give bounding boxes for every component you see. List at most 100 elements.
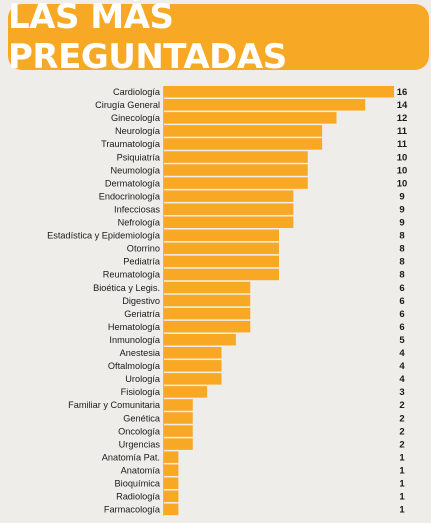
bar-anatomia-pat <box>164 451 179 463</box>
category-label-inmunologia: Inmunología <box>109 335 160 345</box>
category-label-urologia: Urología <box>125 374 161 384</box>
category-label-fisiologia: Fisiología <box>121 387 161 397</box>
category-label-reumatologia: Reumatología <box>103 270 161 280</box>
value-label-genetica: 2 <box>399 413 404 424</box>
bar-reumatologia <box>164 268 279 281</box>
value-label-hematologia: 6 <box>399 322 404 333</box>
value-label-neurologia: 11 <box>397 126 408 137</box>
bar-infecciosas <box>164 203 294 215</box>
category-label-bioquimica: Bioquímica <box>115 479 161 489</box>
value-label-endocrinologia: 9 <box>399 191 404 202</box>
value-label-urgencias: 2 <box>399 439 404 450</box>
category-label-cirugia-general: Cirugía General <box>95 100 160 110</box>
bar-oncologia <box>164 425 193 437</box>
value-label-farmacologia: 1 <box>399 505 405 516</box>
value-label-digestivo: 6 <box>399 296 404 307</box>
bar-cardiologia <box>164 86 394 98</box>
category-label-bioetica-y-legis: Bioética y Legis. <box>93 283 160 293</box>
category-label-anestesia: Anestesia <box>120 348 161 358</box>
value-label-oftalmologia: 4 <box>399 361 405 372</box>
value-label-cirugia-general: 14 <box>397 100 408 111</box>
value-label-nefrologia: 9 <box>399 218 404 229</box>
bar-digestivo <box>164 294 251 307</box>
bar-urgencias <box>164 438 193 450</box>
value-label-estadistica-y-epidemiologia: 8 <box>399 231 404 242</box>
title-banner: LAS MÁS PREGUNTADAS <box>8 0 429 77</box>
value-label-radiologia: 1 <box>399 492 405 503</box>
category-label-geriatria: Geriatría <box>124 309 161 319</box>
category-label-dermatologia: Dermatología <box>105 178 161 188</box>
value-label-psiquiatria: 10 <box>397 152 408 163</box>
category-label-cardiologia: Cardiología <box>113 87 161 97</box>
bar-neumologia <box>164 164 308 176</box>
bar-bioquimica <box>164 477 179 489</box>
value-label-cardiologia: 16 <box>397 87 408 98</box>
category-label-traumatologia: Traumatología <box>101 139 161 149</box>
bar-dermatologia <box>164 177 308 189</box>
category-label-digestivo: Digestivo <box>122 296 160 306</box>
value-label-neumologia: 10 <box>397 165 408 176</box>
bar-fisiologia <box>164 386 208 398</box>
page-title: LAS MÁS PREGUNTADAS <box>8 0 287 77</box>
bar-pediatria <box>164 255 279 268</box>
category-label-neurologia: Neurología <box>115 126 161 136</box>
bar-oftalmologia <box>164 360 222 372</box>
bar-psiquiatria <box>164 151 308 163</box>
bar-anatomia <box>164 464 179 476</box>
bar-hematologia <box>164 320 251 333</box>
value-label-reumatologia: 8 <box>399 270 404 281</box>
bar-estadistica-y-epidemiologia <box>164 229 279 242</box>
value-label-ginecologia: 12 <box>397 113 408 124</box>
value-label-anatomia: 1 <box>399 465 405 476</box>
value-label-familiar-y-comunitaria: 2 <box>399 400 404 411</box>
bar-farmacologia <box>164 503 179 516</box>
bar-radiologia <box>164 490 179 503</box>
value-label-inmunologia: 5 <box>399 335 405 346</box>
value-label-pediatria: 8 <box>399 257 404 268</box>
category-label-ginecologia: Ginecología <box>111 113 161 123</box>
bar-bioetica-y-legis <box>164 281 251 294</box>
value-label-bioquimica: 1 <box>399 479 405 490</box>
value-label-urologia: 4 <box>399 374 405 385</box>
bar-neurologia <box>164 125 323 137</box>
category-label-farmacologia: Farmacología <box>104 505 161 515</box>
value-label-anestesia: 4 <box>399 348 405 359</box>
bar-cirugia-general <box>164 99 366 111</box>
value-label-dermatologia: 10 <box>397 178 408 189</box>
value-label-fisiologia: 3 <box>399 387 404 398</box>
category-label-oncologia: Oncología <box>118 426 161 436</box>
value-label-infecciosas: 9 <box>399 204 404 215</box>
bar-geriatria <box>164 307 251 320</box>
category-label-hematologia: Hematología <box>108 322 161 332</box>
category-label-pediatria: Pediatría <box>123 257 161 267</box>
bar-urologia <box>164 373 222 385</box>
value-label-traumatologia: 11 <box>397 139 408 150</box>
category-label-estadistica-y-epidemiologia: Estadística y Epidemiología <box>47 231 161 241</box>
value-label-otorrino: 8 <box>399 244 404 255</box>
category-label-neumologia: Neumología <box>110 165 160 175</box>
bar-nefrologia <box>164 216 294 228</box>
value-label-anatomia-pat: 1 <box>399 452 405 463</box>
category-label-familiar-y-comunitaria: Familiar y Comunitaria <box>68 400 161 410</box>
bar-inmunologia <box>164 333 236 346</box>
category-label-infecciosas: Infecciosas <box>114 204 160 214</box>
category-label-anatomia: Anatomía <box>121 465 161 475</box>
category-label-urgencias: Urgencias <box>119 439 161 449</box>
category-label-otorrino: Otorrino <box>127 244 160 254</box>
bar-endocrinologia <box>164 190 294 202</box>
category-label-radiologia: Radiología <box>116 492 161 502</box>
category-label-oftalmologia: Oftalmología <box>108 361 161 371</box>
category-label-anatomia-pat: Anatomía Pat. <box>102 452 160 462</box>
value-label-oncologia: 2 <box>399 426 404 437</box>
bar-genetica <box>164 412 193 424</box>
category-label-endocrinologia: Endocrinología <box>99 191 161 201</box>
bar-otorrino <box>164 242 279 255</box>
bar-familiar-y-comunitaria <box>164 399 193 411</box>
bar-traumatologia <box>164 138 323 150</box>
bar-ginecologia <box>164 112 337 124</box>
bar-anestesia <box>164 347 222 359</box>
category-label-genetica: Genética <box>123 413 161 423</box>
value-label-bioetica-y-legis: 6 <box>399 283 404 294</box>
category-label-psiquiatria: Psiquiatría <box>117 152 161 162</box>
